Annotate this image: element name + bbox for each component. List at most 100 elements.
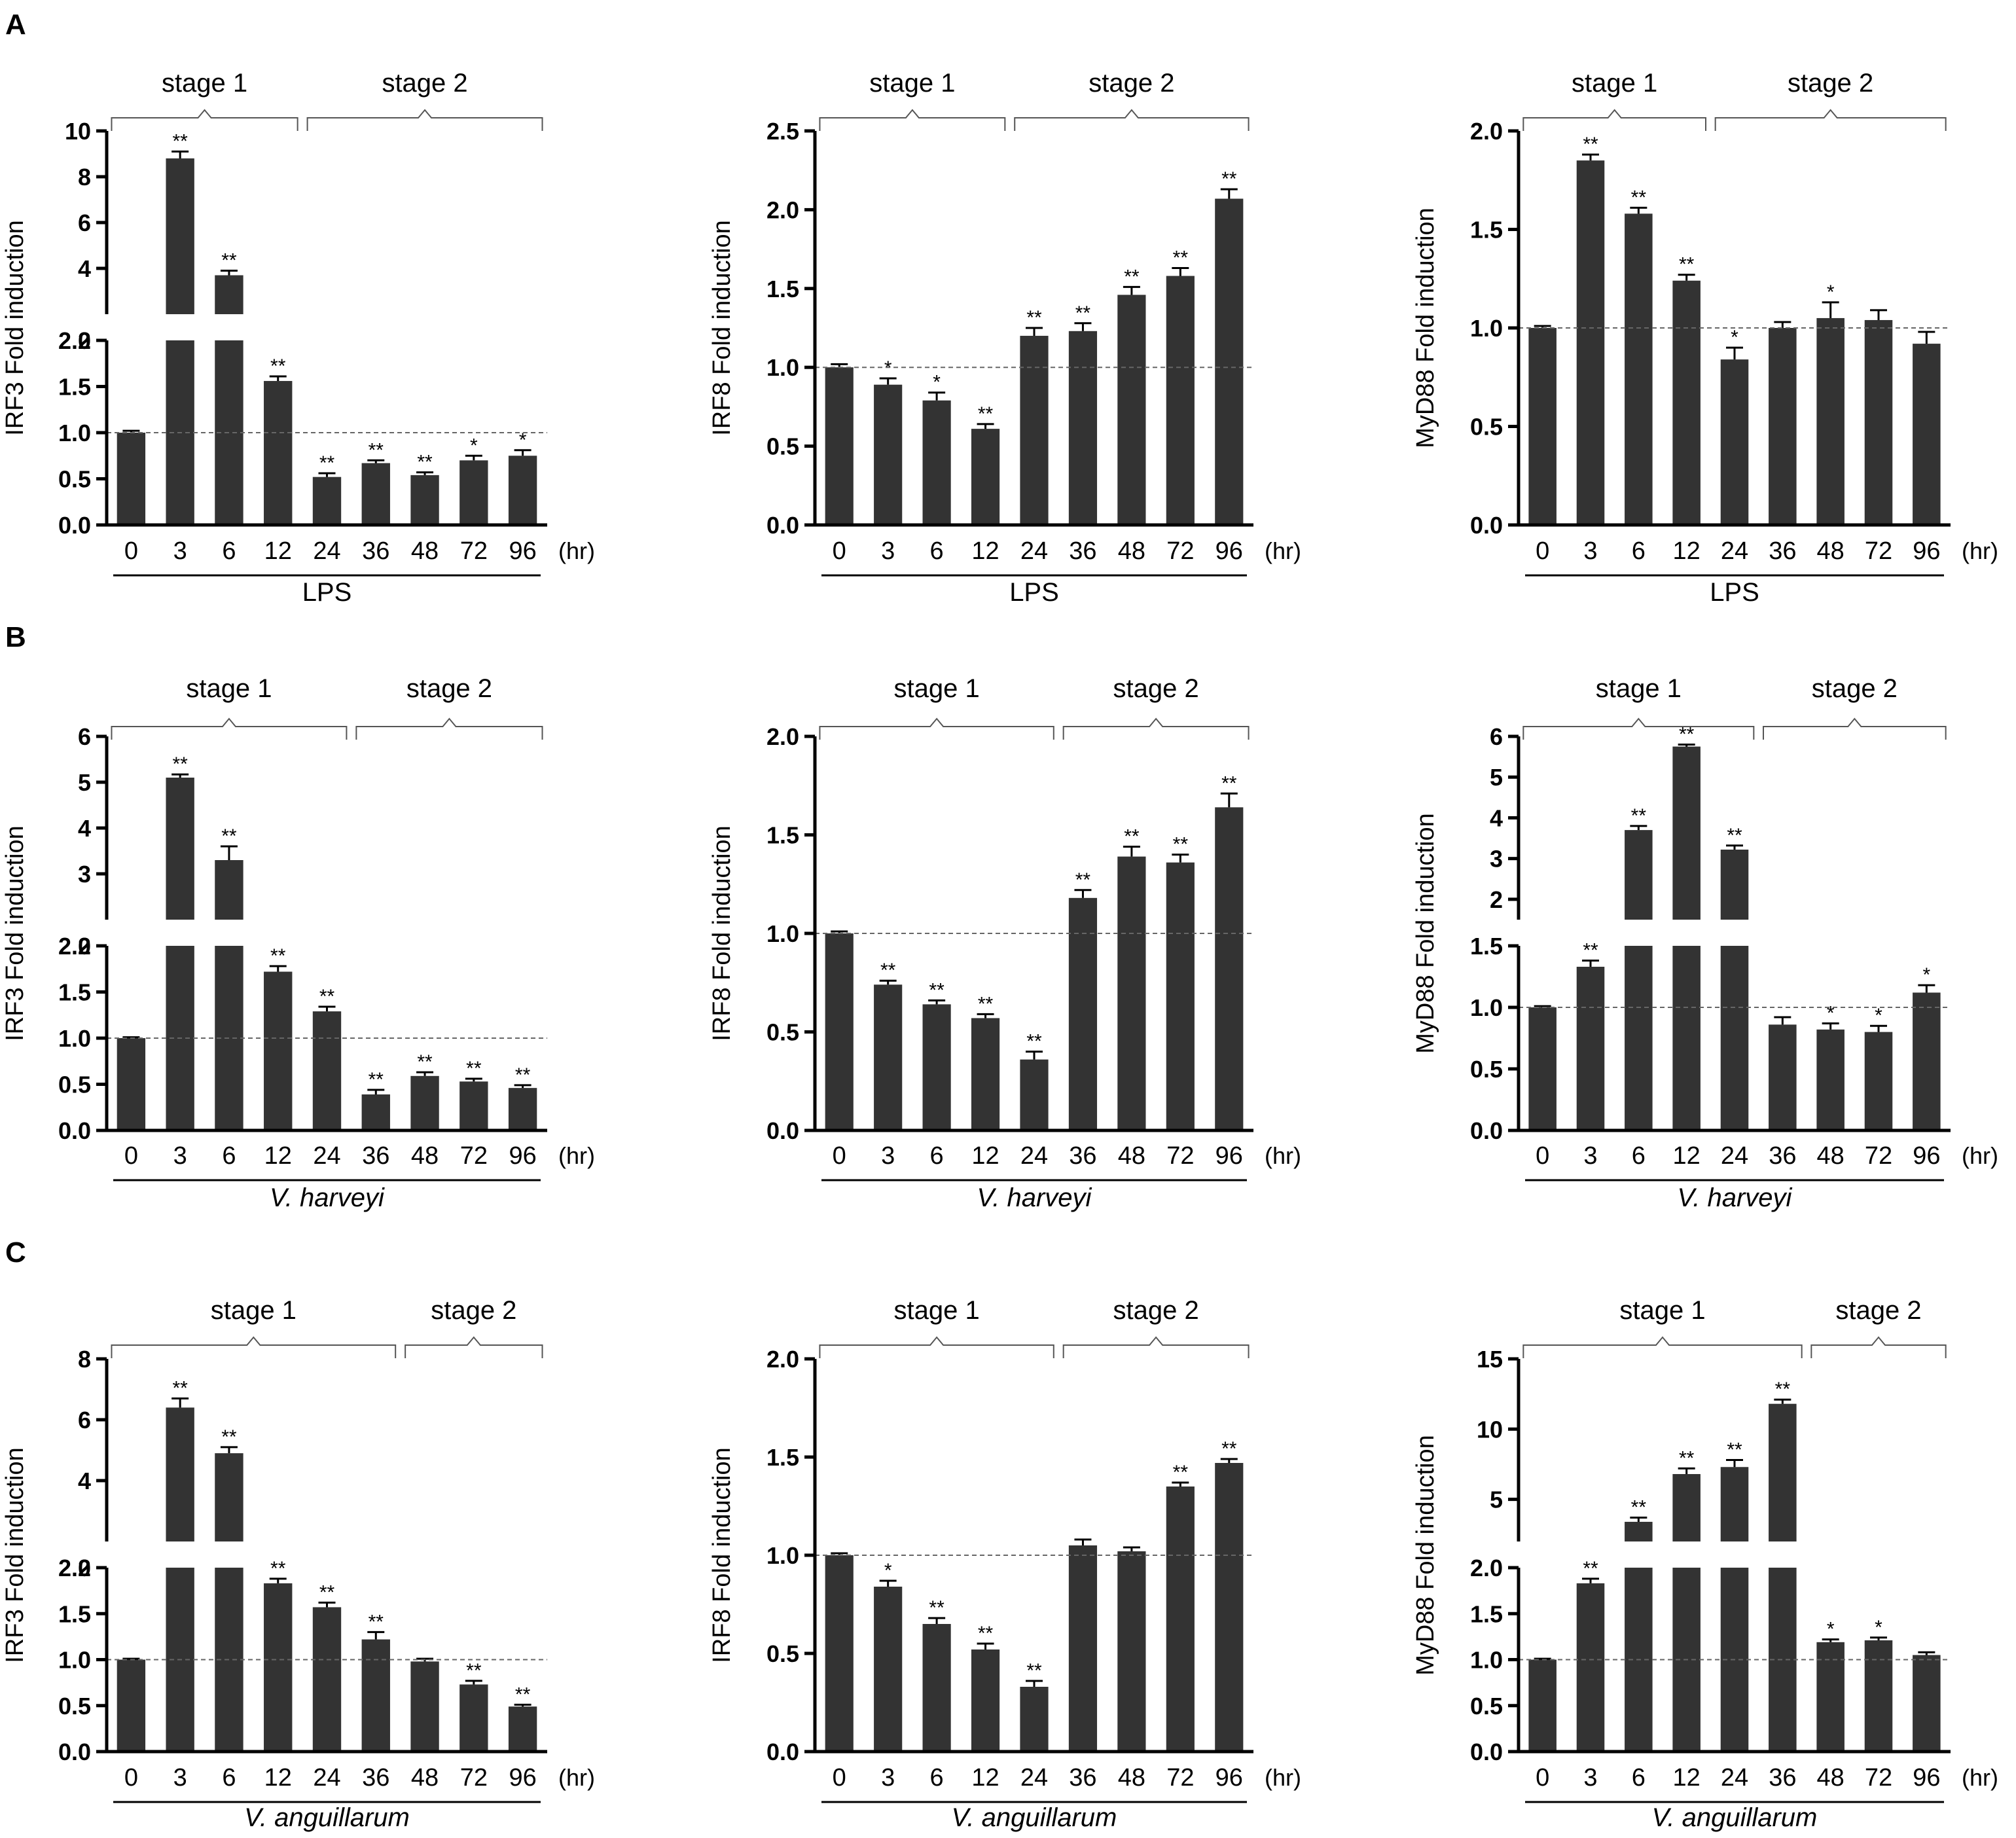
bar <box>459 1081 488 1130</box>
y-tick-label: 0.0 <box>1470 512 1503 539</box>
significance-mark: * <box>470 435 478 456</box>
x-tick-label: 48 <box>411 1142 439 1170</box>
bar <box>459 460 488 525</box>
y-tick-label: 2.0 <box>766 196 799 223</box>
x-tick-label: 12 <box>264 1764 292 1792</box>
significance-mark: ** <box>1026 1031 1042 1053</box>
stage1-label: stage 1 <box>1596 674 1682 703</box>
x-tick-label: 96 <box>509 1764 536 1792</box>
y-tick-label: 0.5 <box>766 1640 799 1667</box>
panel-3: MyD88 Fold induction 0 ** 3 ** 6 ** 12 * 24 36 * 48 7… <box>1412 69 1998 607</box>
y-tick-label: 4 <box>1490 804 1503 831</box>
stage1-label: stage 1 <box>894 1296 980 1325</box>
x-tick-label: 36 <box>362 1142 389 1170</box>
unit-label: (hr) <box>1265 1764 1301 1791</box>
x-tick-label: 12 <box>971 1142 999 1170</box>
y-tick-label: 1.5 <box>1470 1600 1503 1627</box>
stage1-label: stage 1 <box>1572 69 1657 98</box>
y-tick-label: 0.5 <box>1470 1056 1503 1083</box>
unit-label: (hr) <box>1962 537 1998 564</box>
treatment-label: V. harveyi <box>977 1183 1092 1212</box>
y-tick-label: 6 <box>78 1407 91 1433</box>
bar <box>874 1587 903 1752</box>
x-tick-label: 72 <box>1865 1142 1892 1170</box>
treatment-label: LPS <box>1710 578 1759 607</box>
significance-mark: ** <box>1727 1439 1742 1461</box>
significance-mark: ** <box>270 1558 286 1579</box>
x-tick-label: 0 <box>833 1764 846 1792</box>
y-tick-label: 4 <box>78 815 91 842</box>
treatment-label: V. anguillarum <box>1652 1803 1818 1832</box>
y-tick-label: 1.5 <box>1470 933 1503 960</box>
significance-mark: ** <box>1026 307 1042 329</box>
y-tick-label: 2.0 <box>766 723 799 750</box>
bar-upper <box>1769 1403 1797 1541</box>
x-tick-label: 24 <box>313 1764 340 1792</box>
x-tick-label: 96 <box>1913 1764 1940 1792</box>
y-tick-label: 5 <box>1490 764 1503 791</box>
x-tick-label: 24 <box>313 1142 340 1170</box>
y-axis-label: MyD88 Fold induction <box>1412 207 1439 448</box>
y-tick-label: 15 <box>1477 1346 1503 1373</box>
y-tick-label: 2.0 <box>58 327 91 354</box>
bar <box>508 1088 537 1130</box>
y-tick-label: 1.5 <box>58 374 91 401</box>
x-tick-label: 24 <box>1020 1764 1048 1792</box>
x-tick-label: 96 <box>1215 1142 1243 1170</box>
significance-mark: ** <box>1631 1497 1647 1519</box>
significance-mark: ** <box>1775 1378 1791 1400</box>
x-tick-label: 72 <box>460 1764 488 1792</box>
bar <box>1020 1059 1049 1130</box>
x-tick-label: 24 <box>1020 537 1048 565</box>
significance-mark: ** <box>417 1051 433 1073</box>
stage2-bracket <box>1062 1336 1250 1358</box>
bar <box>361 1094 390 1130</box>
y-axis-label: MyD88 Fold induction <box>1412 813 1439 1054</box>
significance-mark: ** <box>929 979 945 1001</box>
significance-mark: ** <box>1075 302 1091 324</box>
bar <box>874 384 903 525</box>
x-tick-label: 0 <box>833 537 846 565</box>
x-tick-label: 6 <box>222 537 236 565</box>
y-tick-label: 1.5 <box>58 979 91 1006</box>
bar <box>117 1659 146 1752</box>
y-tick-label: 1.5 <box>766 276 799 302</box>
stage1-bracket <box>111 1336 397 1358</box>
y-axis-label: MyD88 Fold induction <box>1412 1435 1439 1676</box>
stage1-label: stage 1 <box>894 674 980 703</box>
unit-label: (hr) <box>1962 1142 1998 1169</box>
y-tick-label: 3 <box>78 861 91 888</box>
significance-mark: ** <box>369 1069 384 1090</box>
significance-mark: ** <box>515 1684 531 1705</box>
bar <box>312 1011 342 1130</box>
significance-mark: * <box>1827 281 1835 303</box>
bar <box>825 367 854 525</box>
y-tick-label: 1.5 <box>58 1600 91 1627</box>
y-axis-label: IRF8 Fold induction <box>708 220 736 436</box>
x-tick-label: 12 <box>1673 537 1701 565</box>
y-tick-label: 4 <box>78 255 91 282</box>
bar <box>508 1706 537 1752</box>
y-tick-label: 0.5 <box>766 1019 799 1046</box>
x-tick-label: 0 <box>124 537 138 565</box>
y-tick-label: 0.0 <box>58 512 91 539</box>
x-tick-label: 12 <box>1673 1764 1701 1792</box>
bar <box>1215 1463 1244 1752</box>
significance-mark: ** <box>172 1377 188 1399</box>
significance-mark: * <box>884 1560 892 1581</box>
significance-mark: ** <box>172 131 188 153</box>
stage2-bracket <box>1714 109 1947 131</box>
x-tick-label: 12 <box>264 537 292 565</box>
significance-mark: ** <box>1631 805 1647 827</box>
significance-mark: ** <box>466 1058 482 1079</box>
y-tick-label: 0.5 <box>1470 414 1503 441</box>
stage2-bracket <box>1014 109 1250 131</box>
significance-mark: ** <box>270 945 286 967</box>
bar <box>1117 856 1146 1130</box>
bar <box>410 1075 439 1130</box>
y-tick-label: 0.0 <box>58 1739 91 1765</box>
stage1-label: stage 1 <box>869 69 955 98</box>
bar <box>1068 331 1098 525</box>
